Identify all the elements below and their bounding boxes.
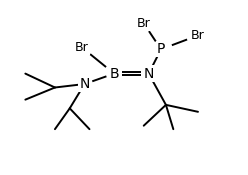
Text: Br: Br xyxy=(137,17,151,30)
Text: N: N xyxy=(144,67,154,81)
Text: B: B xyxy=(109,67,119,81)
Text: Br: Br xyxy=(191,29,205,42)
Text: P: P xyxy=(157,42,165,56)
Text: Br: Br xyxy=(75,41,89,54)
Text: N: N xyxy=(79,77,90,91)
